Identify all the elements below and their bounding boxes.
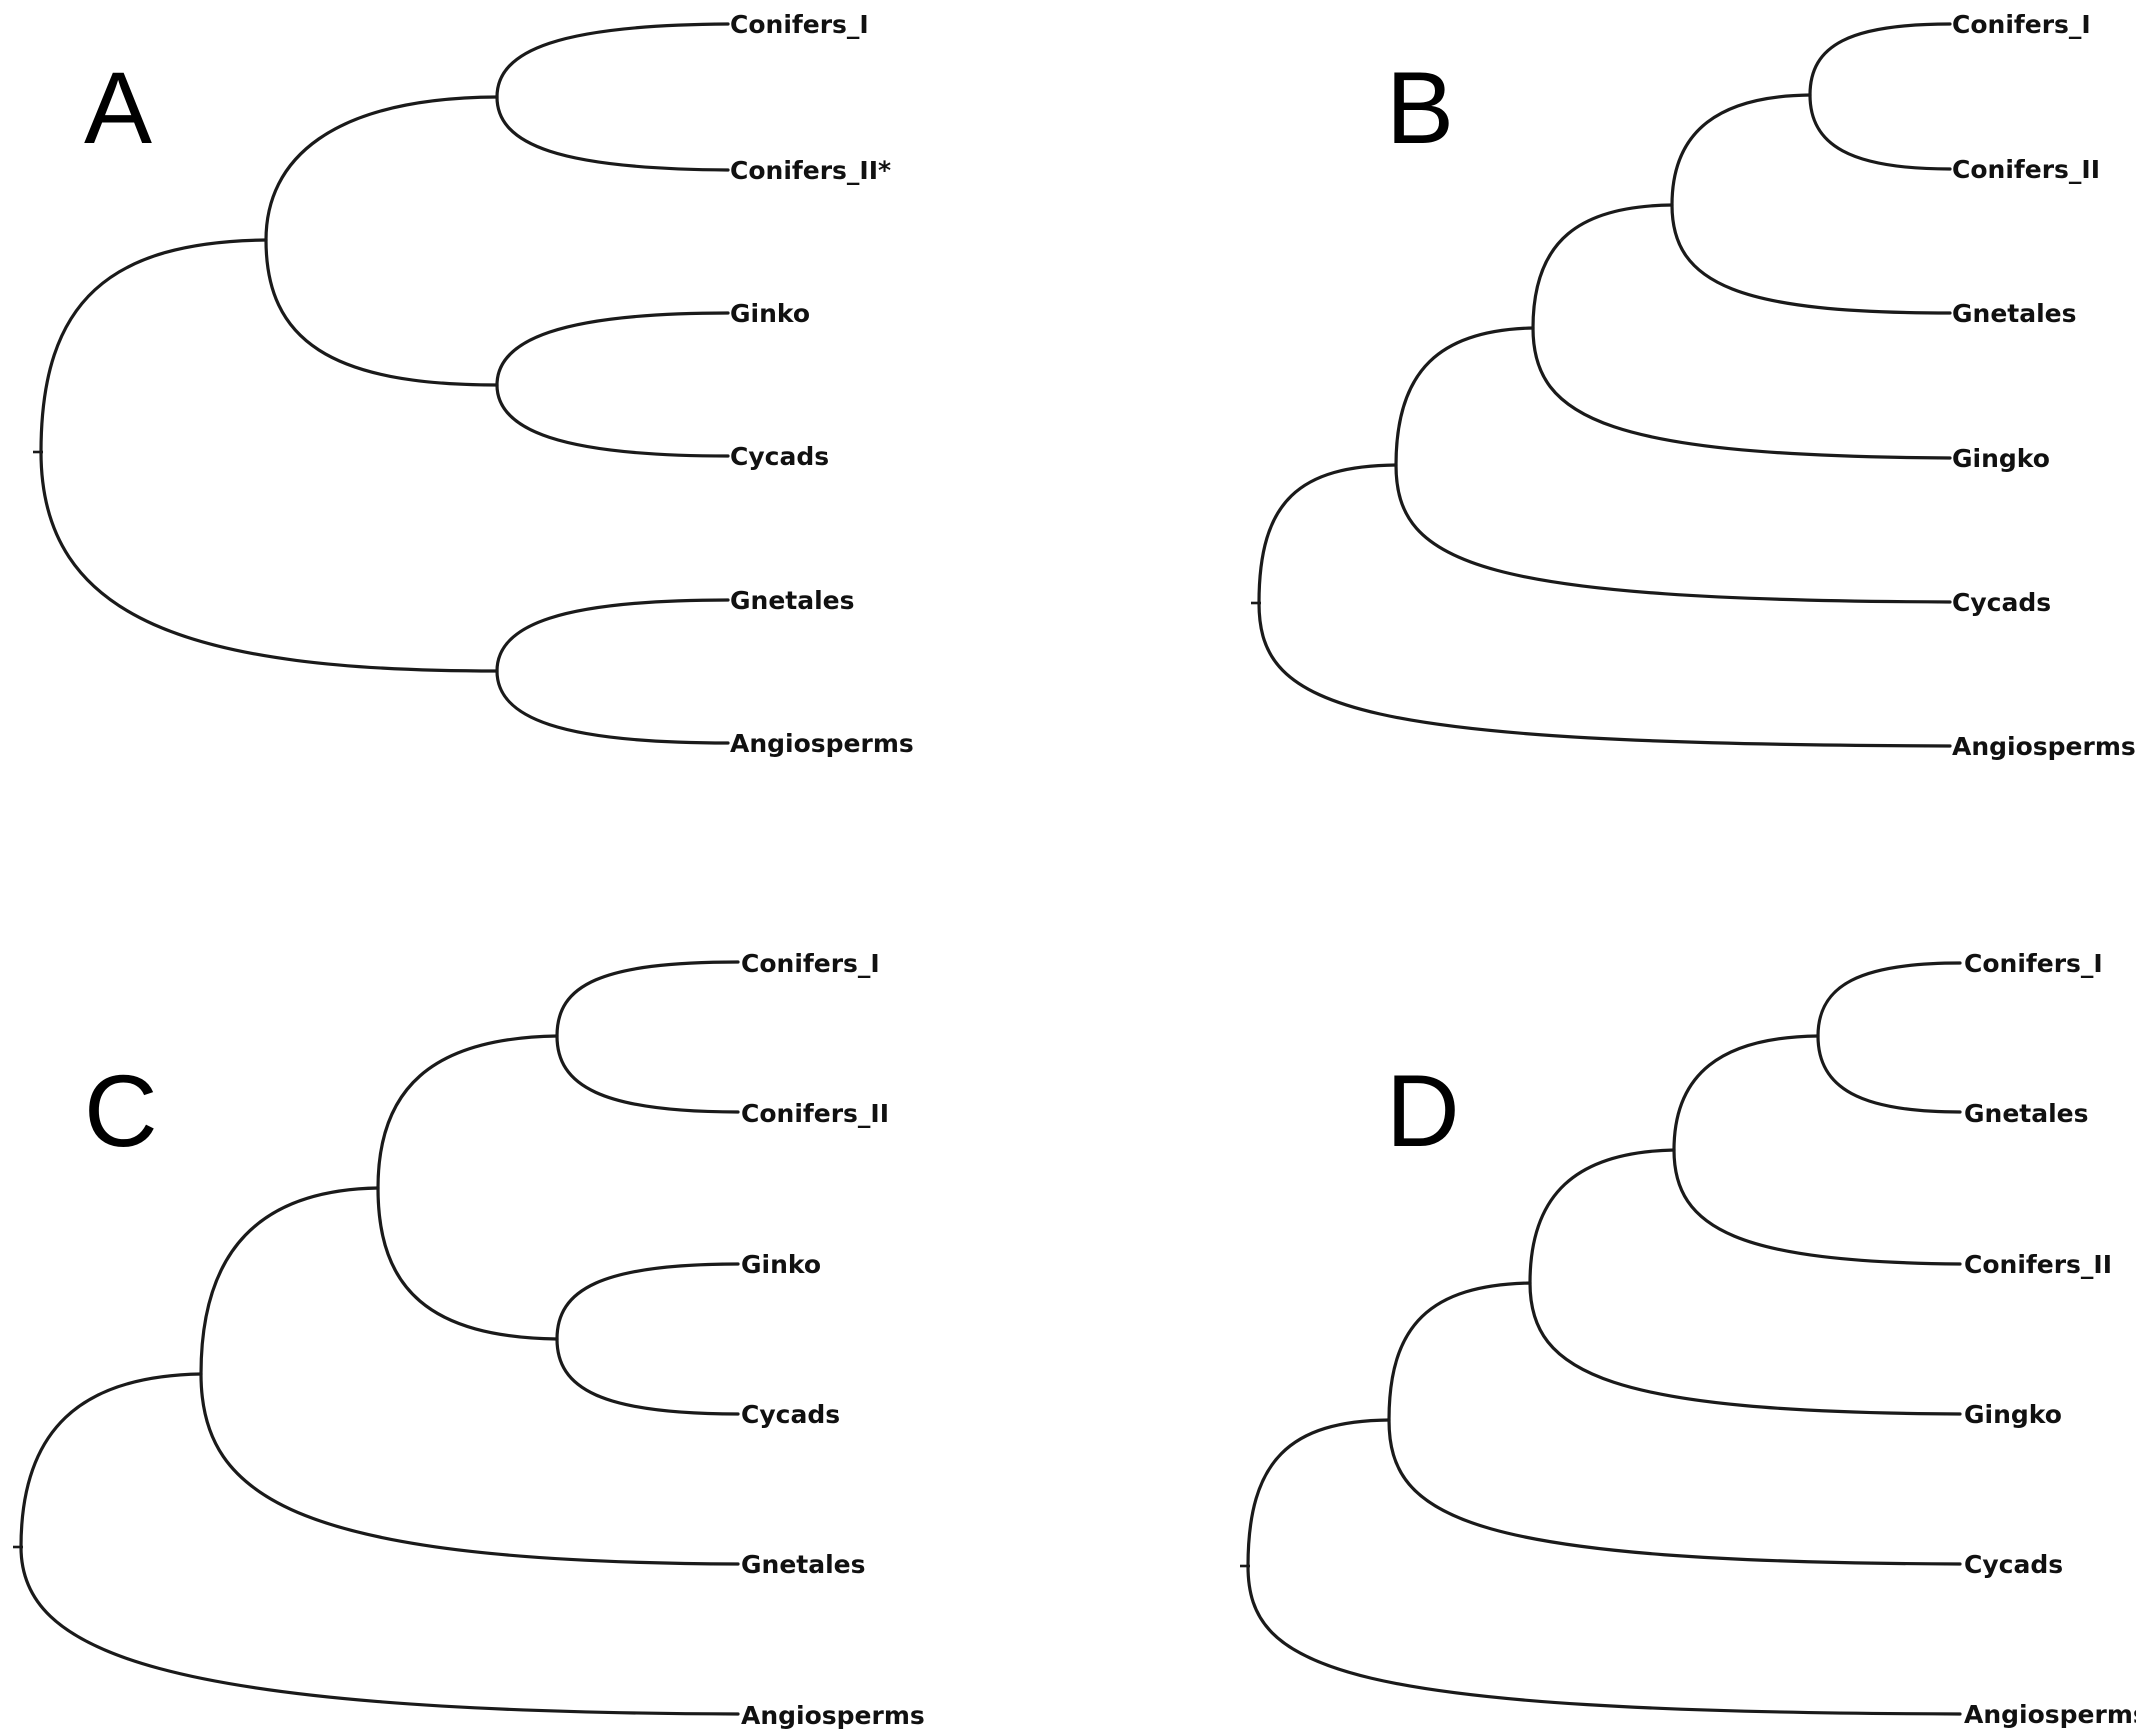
tree-panel-a: A Conifers_I Conifers_II* Ginko Cycads G… bbox=[33, 10, 914, 758]
tree-branch bbox=[1816, 961, 1962, 1038]
tree-branch bbox=[495, 383, 730, 458]
tree-branch bbox=[376, 1034, 559, 1190]
panel-letter-a: A bbox=[84, 51, 152, 165]
tree-branch bbox=[1394, 463, 1952, 604]
leaf-label: Conifers_II* bbox=[730, 156, 891, 185]
leaf-label: Conifers_II bbox=[741, 1099, 889, 1128]
tree-branch bbox=[555, 960, 740, 1038]
tree-branch bbox=[1672, 1148, 1962, 1266]
tree-branch bbox=[1257, 463, 1398, 605]
tree-branch bbox=[1670, 93, 1812, 207]
leaf-label: Angiosperms bbox=[1952, 732, 2136, 761]
tree-branch bbox=[1808, 93, 1952, 171]
tree-branch bbox=[1394, 326, 1535, 467]
tree-branch bbox=[495, 95, 730, 172]
tree-branch bbox=[1246, 1418, 1391, 1568]
leaf-label: Angiosperms bbox=[1964, 1700, 2136, 1729]
leaf-label: Ginko bbox=[741, 1250, 821, 1279]
tree-branch bbox=[19, 1545, 740, 1716]
tree-branch bbox=[1670, 203, 1952, 315]
tree-branch bbox=[39, 450, 499, 673]
tree-branch bbox=[1531, 326, 1952, 460]
tree-branch bbox=[1808, 22, 1952, 97]
tree-panel-c: C Conifers_I Conifers_II Ginko Cycads Gn… bbox=[13, 949, 925, 1730]
tree-branch bbox=[1528, 1281, 1962, 1416]
panel-letter-d: D bbox=[1386, 1054, 1460, 1168]
leaf-label: Cycads bbox=[730, 442, 829, 471]
tree-panel-d: D Conifers_I Gnetales Conifers_II Gingko… bbox=[1240, 949, 2136, 1729]
leaf-label: Angiosperms bbox=[730, 729, 914, 758]
tree-branch bbox=[555, 1262, 740, 1341]
leaf-label: Cycads bbox=[1952, 588, 2051, 617]
leaf-label: Conifers_II bbox=[1964, 1250, 2112, 1279]
tree-branch bbox=[1528, 1148, 1676, 1285]
panel-letter-c: C bbox=[84, 1054, 158, 1168]
leaf-label: Gnetales bbox=[1952, 299, 2077, 328]
tree-branch bbox=[1531, 203, 1674, 330]
leaf-label: Cycads bbox=[1964, 1550, 2063, 1579]
leaf-label: Gnetales bbox=[730, 586, 855, 615]
panel-letter-b: B bbox=[1386, 51, 1454, 165]
tree-branch bbox=[1816, 1034, 1962, 1114]
tree-branch bbox=[495, 311, 730, 387]
leaf-label: Cycads bbox=[741, 1400, 840, 1429]
leaf-label: Gnetales bbox=[1964, 1099, 2089, 1128]
tree-branch bbox=[39, 238, 268, 454]
tree-branch bbox=[199, 1372, 740, 1566]
tree-branch bbox=[495, 22, 730, 99]
leaf-label: Gingko bbox=[1964, 1400, 2062, 1429]
leaf-label: Conifers_I bbox=[741, 949, 880, 978]
leaf-label: Conifers_I bbox=[1952, 10, 2091, 39]
leaf-label: Conifers_II bbox=[1952, 155, 2100, 184]
leaf-label: Gingko bbox=[1952, 444, 2050, 473]
leaf-label: Ginko bbox=[730, 299, 810, 328]
tree-branch bbox=[19, 1372, 203, 1549]
tree-branch bbox=[199, 1186, 380, 1376]
tree-branch bbox=[1672, 1034, 1820, 1152]
leaf-label: Conifers_I bbox=[1964, 949, 2103, 978]
tree-panel-b: B Conifers_I Conifers_II Gnetales Gingko… bbox=[1251, 10, 2136, 761]
tree-branch bbox=[1246, 1564, 1962, 1716]
tree-branch bbox=[555, 1337, 740, 1416]
tree-branch bbox=[1387, 1281, 1532, 1422]
leaf-label: Angiosperms bbox=[741, 1701, 925, 1730]
tree-branch bbox=[555, 1034, 740, 1114]
leaf-label: Conifers_I bbox=[730, 10, 869, 39]
tree-branch bbox=[495, 598, 730, 673]
tree-branch bbox=[376, 1186, 559, 1341]
tree-branch bbox=[1257, 601, 1952, 748]
tree-branch bbox=[264, 95, 499, 242]
tree-branch bbox=[264, 238, 499, 387]
leaf-label: Gnetales bbox=[741, 1550, 866, 1579]
tree-branch bbox=[1387, 1418, 1962, 1566]
tree-branch bbox=[495, 669, 730, 745]
